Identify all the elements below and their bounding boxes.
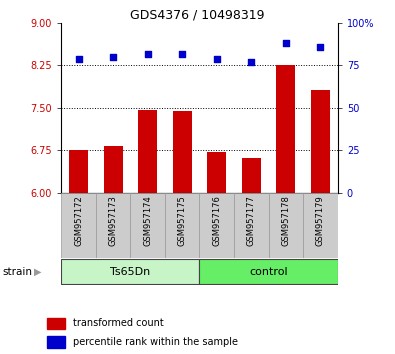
Text: ▶: ▶ xyxy=(34,267,41,277)
Bar xyxy=(138,110,157,193)
Bar xyxy=(173,112,192,193)
Text: GSM957179: GSM957179 xyxy=(316,195,325,246)
Bar xyxy=(47,336,65,348)
Text: GSM957173: GSM957173 xyxy=(109,195,118,246)
Text: GDS4376 / 10498319: GDS4376 / 10498319 xyxy=(130,9,265,22)
Text: GSM957174: GSM957174 xyxy=(143,195,152,246)
Bar xyxy=(269,193,303,258)
Point xyxy=(110,54,116,60)
Text: GSM957178: GSM957178 xyxy=(281,195,290,246)
Text: percentile rank within the sample: percentile rank within the sample xyxy=(73,337,238,347)
Bar xyxy=(130,193,165,258)
Point xyxy=(75,56,82,62)
Point xyxy=(317,44,324,50)
Bar xyxy=(61,259,199,285)
Bar xyxy=(165,193,199,258)
Bar xyxy=(234,193,269,258)
Bar xyxy=(311,90,330,193)
Text: GSM957176: GSM957176 xyxy=(212,195,221,246)
Point xyxy=(248,59,254,65)
Bar xyxy=(276,65,295,193)
Bar xyxy=(303,193,338,258)
Bar xyxy=(207,152,226,193)
Bar xyxy=(96,193,130,258)
Text: GSM957175: GSM957175 xyxy=(178,195,187,246)
Text: GSM957177: GSM957177 xyxy=(247,195,256,246)
Text: transformed count: transformed count xyxy=(73,318,164,328)
Bar xyxy=(103,147,122,193)
Text: Ts65Dn: Ts65Dn xyxy=(110,267,150,277)
Point xyxy=(214,56,220,62)
Text: control: control xyxy=(249,267,288,277)
Text: strain: strain xyxy=(2,267,32,277)
Text: GSM957172: GSM957172 xyxy=(74,195,83,246)
Bar xyxy=(242,158,261,193)
Bar xyxy=(199,259,338,285)
Point xyxy=(145,51,151,56)
Bar xyxy=(69,150,88,193)
Point xyxy=(179,51,185,56)
Bar xyxy=(199,193,234,258)
Bar xyxy=(61,193,96,258)
Bar xyxy=(47,318,65,329)
Point xyxy=(283,41,289,46)
